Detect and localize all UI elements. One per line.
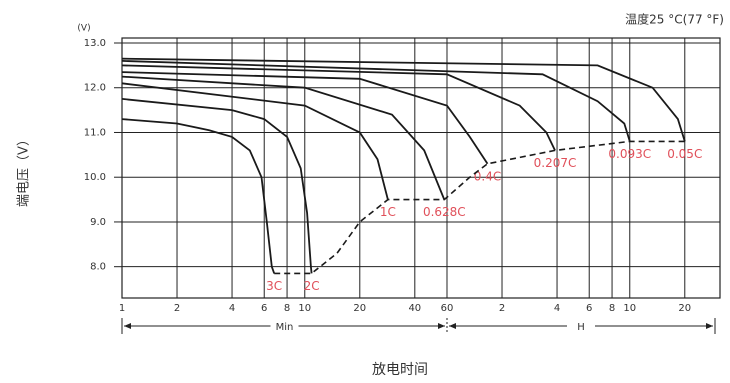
discharge-curve [121,57,686,142]
discharge-curve [121,82,389,200]
discharge-curve [121,118,276,274]
y-unit: (V) [77,24,90,34]
arrow-head [448,323,456,329]
x-tick-label: 40 [408,303,421,314]
x-tick-label: 20 [678,303,691,314]
curve-label: 0.207C [534,156,577,170]
curve-label: 3C [266,279,282,293]
discharge-curve [121,60,631,142]
cutoff-line [274,140,685,275]
label-bg [270,320,299,332]
plot-frame [121,37,721,299]
curve-label: 0.093C [608,147,651,161]
arrow-head [706,323,713,329]
y-tick-label: 10.0 [84,172,106,183]
x-tick-label: 10 [298,303,311,314]
x-tick-label: 10 [623,303,636,314]
discharge-curve [121,98,313,274]
arrow-head [124,323,131,329]
x-tick-label: 6 [586,303,592,314]
discharge-curve [121,71,489,165]
range-label: Min [276,322,294,333]
curve-label: 0.628C [423,205,466,219]
x-tick-label: 4 [229,303,235,314]
x-axis-label: 放电时间 [372,362,428,378]
curve-label: 0.05C [667,147,702,161]
discharge-curve [121,75,446,200]
x-tick-label: 8 [284,303,290,314]
label-bg [566,320,595,332]
y-axis-label: 端电压（V） [17,133,32,207]
y-tick-label: 13.0 [84,38,106,49]
curve-label: 0.4C [474,169,501,183]
x-tick-label: 2 [499,303,505,314]
x-tick-label: 4 [554,303,560,314]
y-tick-label: 8.0 [90,262,106,273]
x-tick-label: 60 [441,303,454,314]
arrow-head [437,323,445,329]
x-tick-label: 8 [609,303,615,314]
curve-label: 1C [380,205,396,219]
y-tick-label: 12.0 [84,83,106,94]
y-tick-label: 11.0 [84,127,106,138]
y-tick-label: 9.0 [90,217,106,228]
x-tick-label: 6 [261,303,267,314]
x-tick-label: 20 [353,303,366,314]
x-tick-label: 2 [174,303,180,314]
discharge-curve [121,64,556,151]
curve-label: 2C [304,279,320,293]
x-tick-label: 1 [119,303,125,314]
chart-title: 温度25 °C(77 °F) [625,12,724,27]
range-label: H [577,322,585,333]
